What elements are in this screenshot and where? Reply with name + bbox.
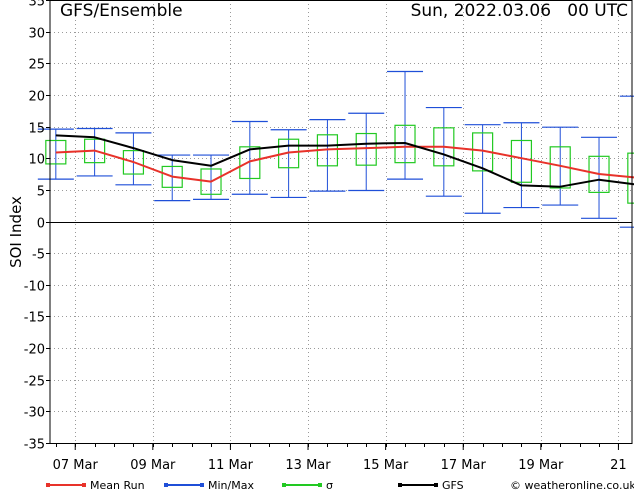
legend-marker — [398, 483, 402, 487]
sigma-box — [278, 138, 300, 169]
legend-marker — [46, 483, 50, 487]
legend-marker — [434, 483, 438, 487]
sigma-box — [627, 152, 634, 204]
x-axis-ticks: 07 Mar 09 Mar 11 Mar 13 Mar 15 Mar 17 Mar 19 M… — [53, 443, 627, 473]
x-tick-label: 19 Mar — [518, 458, 564, 473]
chart-title: GFS/Ensemble — [60, 1, 183, 21]
legend-marker — [82, 483, 86, 487]
legend-marker — [164, 483, 168, 487]
y-tick-label: 35 — [28, 0, 45, 10]
legend-marker — [282, 483, 286, 487]
x-tick-label: 15 Mar — [363, 458, 409, 473]
run-datetime: Sun, 2022.03.06 00 UTC — [411, 1, 628, 21]
min-max-whiskers — [37, 70, 634, 228]
y-tick-label: 15 — [28, 122, 45, 137]
y-tick-label: -35 — [24, 438, 45, 453]
sigma-box — [122, 150, 145, 175]
y-axis-ticks: 35 30 25 20 15 10 5 0 -5 -10 -15 -20 -25 -30 -35 — [24, 0, 50, 453]
x-tick-label: 21 — [610, 458, 627, 473]
y-tick-label: -5 — [32, 248, 45, 263]
y-tick-label: 5 — [37, 185, 45, 200]
series-lines — [55, 134, 634, 188]
sigma-box — [200, 168, 222, 195]
y-axis-label: SOI Index — [7, 196, 25, 268]
legend-label: Mean Run — [90, 479, 145, 490]
y-tick-label: -30 — [24, 406, 45, 421]
series-line-gfs — [55, 134, 634, 188]
legend-label: Min/Max — [208, 479, 254, 490]
y-tick-label: 30 — [28, 27, 45, 42]
sigma-box — [239, 146, 261, 180]
legend-marker — [318, 483, 322, 487]
sigma-box — [510, 139, 533, 183]
x-tick-label: 13 Mar — [285, 458, 331, 473]
y-tick-label: 25 — [28, 58, 45, 73]
y-tick-label: -20 — [24, 343, 45, 358]
legend-marker — [200, 483, 204, 487]
legend-label: GFS — [442, 479, 464, 490]
series-line-mean-run — [55, 145, 634, 183]
x-tick-label: 11 Mar — [208, 458, 254, 473]
x-tick-label: 09 Mar — [130, 458, 176, 473]
y-tick-label: 0 — [37, 217, 45, 232]
y-tick-label: -10 — [24, 280, 45, 295]
legend-label: σ — [326, 479, 333, 490]
legend: Mean Run Min/Max σ GFS — [46, 479, 464, 490]
x-tick-label: 07 Mar — [53, 458, 99, 473]
x-tick-label: 17 Mar — [441, 458, 487, 473]
y-tick-label: 10 — [28, 153, 45, 168]
y-tick-label: -25 — [24, 375, 45, 390]
y-tick-label: -15 — [24, 311, 45, 326]
grid-lines — [50, 0, 632, 443]
credit-text: © weatheronline.co.uk — [510, 479, 634, 490]
y-tick-label: 20 — [28, 90, 45, 105]
